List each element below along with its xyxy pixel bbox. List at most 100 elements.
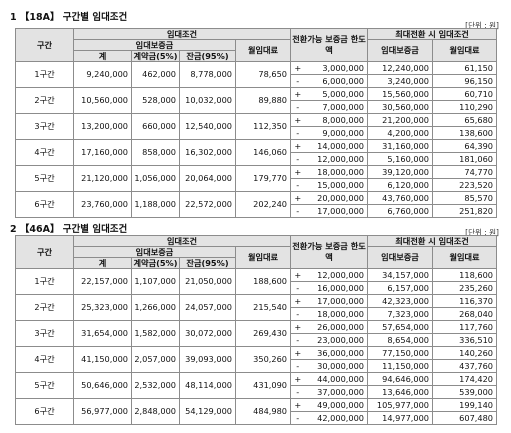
converted-deposit: 34,157,000: [367, 268, 434, 282]
header-contract: 계약금(5%): [131, 257, 180, 269]
converted-rent: 64,390: [432, 139, 498, 153]
header-section: 구간: [15, 235, 74, 269]
header-section: 구간: [15, 28, 74, 62]
header-rent-conditions: 임대조건: [72, 28, 292, 40]
section-label: 5구간: [15, 165, 74, 192]
converted-rent: 117,760: [432, 320, 498, 334]
header-monthly-rent: 월임대료: [234, 246, 292, 269]
section-title: 1 【18A】 구간별 임대조건: [10, 12, 128, 23]
conversion-limit: 14,000,000: [304, 139, 369, 153]
converted-deposit: 94,646,000: [367, 372, 434, 386]
conversion-sign: -: [290, 126, 305, 140]
conversion-sign: -: [290, 204, 305, 218]
section-label: 1구간: [15, 268, 74, 295]
contract-amount: 1,056,000: [131, 165, 180, 192]
balance-amount: 24,057,000: [179, 294, 236, 321]
converted-deposit: 8,654,000: [367, 333, 434, 347]
header-max-deposit: 임대보증금: [367, 39, 434, 62]
converted-deposit: 42,323,000: [367, 294, 434, 308]
contract-amount: 660,000: [131, 113, 180, 140]
conversion-sign: +: [290, 372, 305, 386]
monthly-rent: 350,260: [234, 346, 292, 373]
header-balance: 잔금(95%): [179, 50, 236, 62]
converted-rent: 118,600: [432, 268, 498, 282]
balance-amount: 12,540,000: [179, 113, 236, 140]
conversion-sign: +: [290, 268, 305, 282]
header-max-conversion: 최대전환 시 임대조건: [367, 235, 498, 247]
converted-rent: 61,150: [432, 61, 498, 75]
deposit-total: 31,654,000: [73, 320, 132, 347]
contract-amount: 858,000: [131, 139, 180, 166]
table-row: 1구간 22,157,000 1,107,000 21,050,000 188,600 +…: [15, 268, 498, 295]
conversion-limit: 36,000,000: [304, 346, 369, 360]
table-row: 6구간 56,977,000 2,848,000 54,129,000 484,980 +…: [15, 398, 498, 425]
converted-deposit: 4,200,000: [367, 126, 434, 140]
balance-amount: 48,114,000: [179, 372, 236, 399]
deposit-total: 13,200,000: [73, 113, 132, 140]
header-contract: 계약금(5%): [131, 50, 180, 62]
section-label: 1구간: [15, 61, 74, 88]
conversion-limit: 5,000,000: [304, 87, 369, 101]
header-rent-conditions: 임대조건: [72, 235, 292, 247]
converted-rent: 251,820: [432, 204, 498, 218]
conversion-sign: +: [290, 139, 305, 153]
conversion-sign: -: [290, 333, 305, 347]
deposit-total: 21,120,000: [73, 165, 132, 192]
section-label: 4구간: [15, 139, 74, 166]
rent-table-18a: 구간 임대조건 전환가능 보증금 한도액 최대전환 시 임대조건 임대보증금 월…: [15, 28, 498, 218]
header-max-monthly-rent: 월임대료: [432, 246, 498, 269]
section-label: 4구간: [15, 346, 74, 373]
converted-rent: 96,150: [432, 74, 498, 88]
conversion-sign: +: [290, 61, 305, 75]
header-max-deposit: 임대보증금: [367, 246, 434, 269]
converted-deposit: 77,150,000: [367, 346, 434, 360]
table-row: 5구간 21,120,000 1,056,000 20,064,000 179,770 +…: [15, 165, 498, 192]
conversion-limit: 12,000,000: [304, 152, 369, 166]
converted-deposit: 43,760,000: [367, 191, 434, 205]
conversion-sign: +: [290, 113, 305, 127]
conversion-limit: 26,000,000: [304, 320, 369, 334]
contract-amount: 462,000: [131, 61, 180, 88]
converted-rent: 60,710: [432, 87, 498, 101]
converted-deposit: 11,150,000: [367, 359, 434, 373]
table-row: -7,000,000 30,560,000 110,290: [16, 100, 498, 114]
monthly-rent: 431,090: [234, 372, 292, 399]
deposit-total: 23,760,000: [73, 191, 132, 218]
conversion-limit: 17,000,000: [304, 294, 369, 308]
monthly-rent: 179,770: [234, 165, 292, 192]
balance-amount: 54,129,000: [179, 398, 236, 425]
conversion-limit: 20,000,000: [304, 191, 369, 205]
converted-deposit: 12,240,000: [367, 61, 434, 75]
table-body: 1구간 22,157,000 1,107,000 21,050,000 188,600 +…: [15, 268, 498, 425]
converted-rent: 138,600: [432, 126, 498, 140]
conversion-sign: -: [290, 411, 305, 425]
contract-amount: 1,107,000: [131, 268, 180, 295]
section-label: 6구간: [15, 398, 74, 425]
table-row: 5구간 50,646,000 2,532,000 48,114,000 431,090 +…: [15, 372, 498, 399]
converted-rent: 140,260: [432, 346, 498, 360]
converted-rent: 336,510: [432, 333, 498, 347]
table-row: -9,000,000 4,200,000 138,600: [16, 126, 498, 140]
conversion-limit: 17,000,000: [304, 204, 369, 218]
balance-amount: 39,093,000: [179, 346, 236, 373]
deposit-total: 17,160,000: [73, 139, 132, 166]
contract-amount: 1,266,000: [131, 294, 180, 321]
converted-deposit: 30,560,000: [367, 100, 434, 114]
table-row: 3구간 31,654,000 1,582,000 30,072,000 269,430 +…: [15, 320, 498, 347]
converted-deposit: 13,646,000: [367, 385, 434, 399]
conversion-sign: -: [290, 100, 305, 114]
table-row: -23,000,000 8,654,000 336,510: [16, 333, 498, 347]
header-max-conversion: 최대전환 시 임대조건: [367, 28, 498, 40]
conversion-sign: +: [290, 320, 305, 334]
conversion-limit: 49,000,000: [304, 398, 369, 412]
converted-deposit: 31,160,000: [367, 139, 434, 153]
converted-deposit: 14,977,000: [367, 411, 434, 425]
converted-deposit: 6,157,000: [367, 281, 434, 295]
conversion-sign: -: [290, 178, 305, 192]
contract-amount: 1,188,000: [131, 191, 180, 218]
deposit-total: 56,977,000: [73, 398, 132, 425]
table-row: -42,000,000 14,977,000 607,480: [16, 411, 498, 425]
conversion-limit: 42,000,000: [304, 411, 369, 425]
deposit-total: 25,323,000: [73, 294, 132, 321]
monthly-rent: 215,540: [234, 294, 292, 321]
